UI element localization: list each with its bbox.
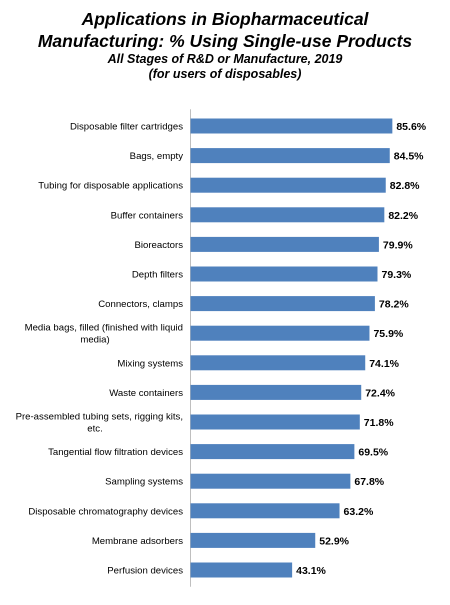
value-label-11: 71.8% (364, 417, 394, 429)
value-label-15: 52.9% (319, 535, 349, 547)
chart-titles: Applications in Biopharmaceutical Manufa… (0, 8, 450, 82)
category-label-11-line-2: etc. (87, 424, 102, 435)
value-label-12: 69.5% (358, 447, 388, 459)
category-label-9: Mixing systems (117, 358, 183, 369)
category-label-6: Depth filters (132, 270, 183, 281)
bar-14 (190, 503, 340, 519)
bar-5 (190, 236, 379, 252)
value-label-4: 82.2% (388, 210, 418, 222)
bar-3 (190, 177, 386, 193)
bar-4 (190, 207, 385, 223)
category-label-15: Membrane adsorbers (92, 536, 183, 547)
value-label-9: 74.1% (369, 358, 399, 370)
bar-13 (190, 473, 351, 489)
category-label-14: Disposable chromatography devices (28, 506, 183, 517)
bar-6 (190, 266, 378, 282)
category-label-11-line-1: Pre-assembled tubing sets, rigging kits, (16, 412, 183, 423)
bar-8 (190, 325, 370, 341)
value-label-3: 82.8% (390, 180, 420, 192)
bar-15 (190, 532, 316, 548)
value-label-5: 79.9% (383, 239, 413, 251)
bar-12 (190, 444, 355, 460)
bar-2 (190, 148, 390, 164)
value-label-16: 43.1% (296, 565, 326, 577)
value-label-8: 75.9% (373, 328, 403, 340)
bar-10 (190, 384, 362, 400)
category-label-2: Bags, empty (130, 151, 184, 162)
category-label-5: Bioreactors (134, 240, 183, 251)
category-label-7: Connectors, clamps (98, 299, 183, 310)
bar-11 (190, 414, 360, 430)
value-label-14: 63.2% (344, 506, 374, 518)
value-label-1: 85.6% (396, 121, 426, 133)
bar-1 (190, 118, 393, 134)
chart-title-line-2: Manufacturing: % Using Single-use Produc… (37, 31, 413, 51)
chart-subtitle-line-1: All Stages of R&D or Manufacture, 2019 (107, 52, 343, 66)
bar-7 (190, 296, 375, 312)
category-label-8-line-1: Media bags, filled (finished with liquid (25, 323, 183, 334)
value-label-10: 72.4% (365, 387, 395, 399)
chart-title-line-1: Applications in Biopharmaceutical (81, 9, 369, 29)
value-label-6: 79.3% (381, 269, 411, 281)
category-label-12: Tangential flow filtration devices (48, 447, 183, 458)
value-label-13: 67.8% (354, 476, 384, 488)
value-label-7: 78.2% (379, 299, 409, 311)
category-label-3: Tubing for disposable applications (38, 181, 183, 192)
bar-16 (190, 562, 293, 578)
value-label-2: 84.5% (394, 151, 424, 163)
bar-9 (190, 355, 366, 371)
category-label-4: Buffer containers (111, 210, 184, 221)
category-label-13: Sampling systems (105, 477, 183, 488)
category-label-8-line-2: media) (80, 335, 109, 346)
chart-subtitle-line-2: (for users of disposables) (148, 67, 302, 81)
category-label-10: Waste containers (109, 388, 183, 399)
category-label-1: Disposable filter cartridges (70, 122, 183, 133)
category-label-16: Perfusion devices (107, 566, 183, 577)
